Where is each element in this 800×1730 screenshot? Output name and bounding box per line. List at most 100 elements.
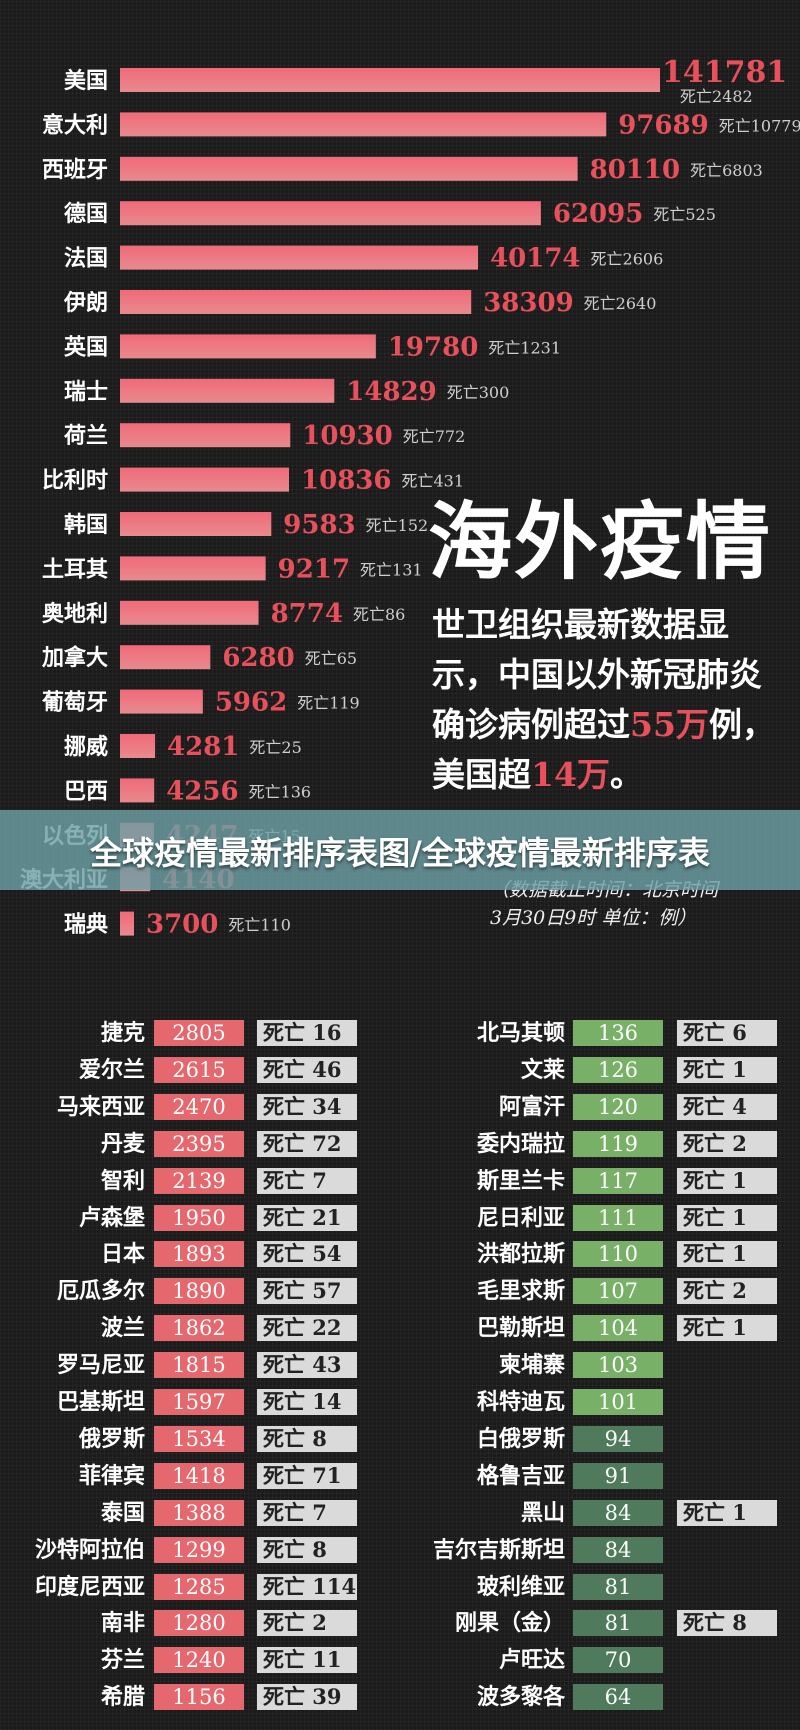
cases-cell: 119: [573, 1130, 663, 1157]
bar-value-label: 38309: [483, 288, 573, 318]
country-name: 日本: [100, 1241, 145, 1268]
left-table-row: 芬兰 1240 死亡 11: [10, 1647, 370, 1674]
country-cell: 刚果（金）: [0, 1610, 565, 1636]
deaths-cell: 死亡 57: [257, 1278, 357, 1305]
bar-category-label: 挪威: [64, 734, 108, 760]
bar-value-label: 14829: [346, 377, 436, 407]
cases-cell: 1240: [154, 1647, 244, 1674]
country-cell: 波兰: [10, 1315, 145, 1341]
cases-cell: 2395: [154, 1130, 244, 1157]
deaths-cell: 死亡 1: [677, 1241, 777, 1268]
country-cell: 尼日利亚: [0, 1205, 565, 1231]
bar: [120, 378, 335, 403]
cases-cell: 1285: [154, 1573, 244, 1600]
deaths-cell: 死亡 2: [677, 1130, 777, 1157]
country-name: 毛里求斯: [476, 1278, 565, 1305]
summary-text: 世卫组织最新数据显示，中国以外新冠肺炎确诊病例超过55万例，美国超14万。: [432, 605, 775, 794]
country-name: 厄瓜多尔: [56, 1278, 145, 1305]
deaths-cell: 死亡 2: [677, 1278, 777, 1305]
bar-value-label: 97689: [618, 110, 708, 140]
cases-cell: 81: [573, 1610, 663, 1637]
bar-death-label: 死亡2606: [591, 250, 664, 269]
cases-cell: 84: [573, 1536, 663, 1563]
country-cell: 洪都拉斯: [0, 1241, 565, 1267]
country-name: 科特迪瓦: [476, 1389, 565, 1415]
deaths-cell: 死亡 72: [257, 1130, 357, 1157]
country-name: 波兰: [100, 1315, 145, 1342]
country-cell: 格鲁吉亚: [0, 1463, 565, 1489]
country-name: 智利: [100, 1167, 145, 1194]
country-name: 罗马尼亚: [56, 1352, 145, 1379]
deaths-cell: 死亡 43: [257, 1352, 357, 1379]
bar-category-label: 奥地利: [42, 601, 108, 627]
bar-value-label: 4256: [166, 776, 238, 806]
cases-cell: 1388: [154, 1499, 244, 1526]
cases-cell: 1597: [154, 1389, 244, 1415]
country-cell: 白俄罗斯: [0, 1426, 565, 1452]
cases-cell: 1815: [154, 1352, 244, 1379]
left-table-row: 波兰 1862 死亡 22: [10, 1315, 370, 1342]
country-cell: 黑山: [0, 1500, 565, 1526]
country-cell: 马来西亚: [10, 1094, 145, 1120]
bar-category-label: 西班牙: [42, 157, 108, 183]
bar: [120, 68, 660, 92]
bar: [120, 645, 211, 670]
bar-value-label: 62095: [553, 199, 643, 229]
cases-cell: 1299: [154, 1536, 244, 1563]
country-name: 马来西亚: [56, 1093, 145, 1120]
country-name: 希腊: [100, 1684, 145, 1711]
deaths-cell: 死亡 7: [257, 1167, 357, 1194]
right-table-row: 卢旺达 70: [0, 1647, 780, 1674]
deaths-cell: 死亡 1: [677, 1204, 777, 1231]
country-name: 波多黎各: [476, 1684, 565, 1711]
left-table-row: 巴基斯坦 1597 死亡 14: [10, 1389, 370, 1415]
cases-cell: 111: [573, 1204, 663, 1231]
bar: [120, 290, 472, 314]
bar-category-label: 葡萄牙: [41, 690, 108, 716]
deaths-cell: 死亡 1: [677, 1056, 777, 1083]
cases-cell: 2615: [154, 1056, 244, 1083]
deaths-cell: 死亡 8: [677, 1610, 777, 1637]
bar-death-label: 死亡300: [447, 383, 510, 402]
deaths-cell: 死亡 7: [257, 1499, 357, 1526]
bar: [120, 556, 266, 581]
right-table-row: 委内瑞拉 119 死亡 2: [0, 1130, 780, 1157]
banner-title: 全球疫情最新排序表图/全球疫情最新排序表: [90, 834, 710, 872]
bar-death-label: 死亡110: [228, 916, 291, 935]
cases-cell: 136: [573, 1020, 663, 1046]
country-cell: 日本: [10, 1241, 145, 1267]
country-name: 捷克: [100, 1020, 145, 1046]
bar-death-label: 死亡2482: [680, 87, 753, 106]
cases-cell: 117: [573, 1167, 663, 1194]
left-table-row: 南非 1280 死亡 2: [10, 1610, 370, 1637]
headline: 海外疫情: [428, 492, 773, 591]
bar-category-label: 伊朗: [63, 290, 108, 316]
bar-death-label: 死亡131: [360, 560, 423, 579]
cases-cell: 110: [573, 1241, 663, 1268]
cases-cell: 1890: [154, 1278, 244, 1305]
country-name: 黑山: [520, 1499, 565, 1526]
country-cell: 罗马尼亚: [10, 1352, 145, 1378]
right-table-row: 尼日利亚 111 死亡 1: [0, 1204, 780, 1231]
country-cell: 芬兰: [10, 1647, 145, 1673]
bar-value-label: 4281: [167, 732, 239, 762]
right-table-row: 黑山 84 死亡 1: [0, 1499, 780, 1526]
bar-value-label: 3700: [146, 910, 218, 940]
deaths-cell: 死亡 16: [257, 1020, 357, 1046]
country-name: 爱尔兰: [78, 1056, 145, 1083]
bar-value-label: 80110: [590, 155, 680, 185]
right-table-row: 阿富汗 120 死亡 4: [0, 1093, 780, 1120]
country-name: 刚果（金）: [454, 1610, 565, 1637]
cases-cell: 1893: [154, 1241, 244, 1268]
bar: [120, 512, 272, 536]
deaths-cell: 死亡 71: [257, 1462, 357, 1489]
deaths-cell: 死亡 1: [677, 1167, 777, 1194]
bar-value-label: 10836: [301, 466, 391, 496]
country-cell: 俄罗斯: [10, 1426, 145, 1452]
left-table-row: 日本 1893 死亡 54: [10, 1241, 370, 1268]
country-name: 沙特阿拉伯: [34, 1536, 145, 1563]
left-table-row: 爱尔兰 2615 死亡 46: [10, 1056, 370, 1083]
deaths-cell: 死亡 34: [257, 1093, 357, 1120]
country-name: 北马其顿: [476, 1020, 565, 1046]
bar-category-label: 瑞典: [64, 912, 108, 938]
